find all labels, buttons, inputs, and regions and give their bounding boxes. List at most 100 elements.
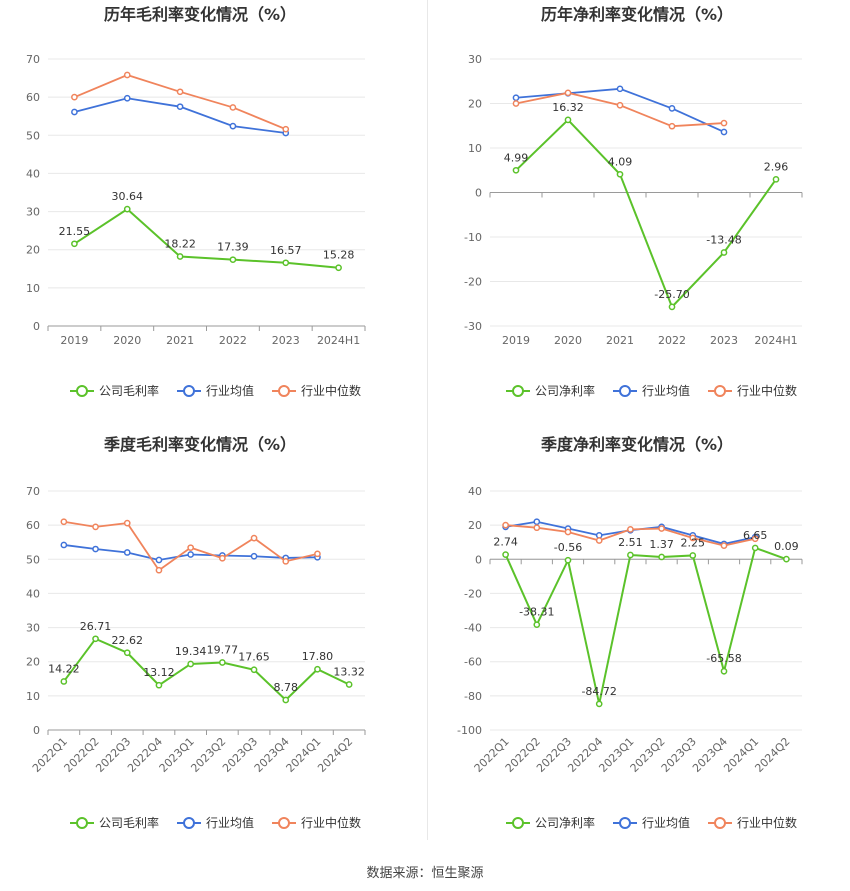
y-tick-label: 0 bbox=[33, 320, 40, 333]
data-label: 6.65 bbox=[743, 529, 768, 542]
y-tick-label: 0 bbox=[475, 553, 482, 566]
chart-title: 历年净利率变化情况（%） bbox=[541, 5, 733, 24]
x-tick-label: 2023 bbox=[272, 334, 300, 347]
chart-annual-net-margin: 历年净利率变化情况（%） -30 -20 -10 0 10 20 30 2019 2020 2021… bbox=[427, 0, 850, 420]
data-point-median bbox=[512, 100, 520, 107]
data-label: 30.64 bbox=[112, 190, 144, 203]
series-line-company bbox=[515, 118, 777, 309]
legend-label: 行业均值 bbox=[642, 815, 690, 830]
data-label: 26.71 bbox=[80, 620, 112, 633]
legend-label: 行业中位数 bbox=[301, 383, 361, 398]
x-tick-label: 2020 bbox=[113, 334, 141, 347]
data-point-median bbox=[314, 550, 321, 558]
data-point-median bbox=[187, 544, 194, 552]
legend-item-median: 行业中位数 bbox=[272, 815, 361, 830]
legend-marker bbox=[619, 385, 631, 397]
data-label: 15.28 bbox=[323, 249, 355, 262]
y-tick-label: -60 bbox=[464, 656, 482, 669]
y-tick-label: 30 bbox=[26, 622, 40, 635]
data-point-median bbox=[720, 542, 728, 549]
chart-svg: 季度毛利率变化情况（%）0102030405060702022Q12022Q22… bbox=[26, 435, 366, 830]
y-tick-label: 0 bbox=[475, 187, 482, 200]
data-label: 16.32 bbox=[552, 101, 584, 114]
legend-label: 行业均值 bbox=[642, 383, 690, 398]
series-line-company bbox=[504, 546, 787, 705]
legend-label: 行业中位数 bbox=[737, 383, 797, 398]
data-point-median bbox=[502, 521, 509, 529]
y-tick-label: -20 bbox=[464, 587, 482, 600]
chart-svg: 历年毛利率变化情况（%） 0 10 20 30 40 50 60 70 2019 2020 2021 2… bbox=[26, 5, 366, 398]
chart-svg: 季度净利率变化情况（%）-100-80-60-40-20020402022Q12… bbox=[457, 435, 803, 830]
y-tick-label: -100 bbox=[457, 724, 482, 737]
data-label: 19.77 bbox=[207, 643, 239, 656]
legend-item-median: 行业中位数 bbox=[272, 383, 361, 398]
y-tick-label: 10 bbox=[468, 142, 482, 155]
data-label: 18.22 bbox=[164, 238, 196, 251]
data-point-avg bbox=[512, 94, 520, 102]
series-line-median bbox=[515, 91, 725, 128]
data-point-median bbox=[71, 93, 78, 101]
data-label: 1.37 bbox=[649, 538, 674, 551]
x-tick-label: 2020 bbox=[554, 334, 582, 347]
data-point-median bbox=[751, 535, 759, 543]
data-point-median bbox=[689, 534, 697, 542]
chart-title: 季度毛利率变化情况（%） bbox=[103, 435, 296, 454]
data-point-median bbox=[176, 88, 184, 96]
legend-label: 行业均值 bbox=[206, 383, 254, 398]
legend-item-avg: 行业均值 bbox=[613, 383, 690, 398]
series-line-company bbox=[73, 207, 339, 269]
data-point-company bbox=[751, 544, 759, 552]
data-point-median bbox=[720, 119, 728, 127]
data-point-company bbox=[187, 660, 194, 668]
data-point-avg bbox=[616, 85, 624, 93]
data-point-company bbox=[250, 666, 258, 674]
legend-label: 公司净利率 bbox=[535, 383, 595, 398]
y-tick-label: 60 bbox=[26, 519, 40, 532]
data-point-avg bbox=[155, 556, 163, 564]
legend-marker bbox=[76, 385, 88, 397]
legend-marker bbox=[183, 385, 195, 397]
data-point-company bbox=[92, 635, 99, 643]
data-point-company bbox=[123, 205, 131, 213]
legend-item-company: 公司净利率 bbox=[506, 815, 595, 830]
data-source-note: 数据来源：恒生聚源 bbox=[366, 866, 484, 881]
data-point-median bbox=[627, 526, 634, 533]
data-label: -25.70 bbox=[654, 288, 689, 301]
y-tick-label: 30 bbox=[26, 206, 40, 219]
data-point-company bbox=[658, 553, 665, 561]
data-point-company bbox=[345, 681, 353, 688]
legend-item-company: 公司毛利率 bbox=[70, 815, 159, 830]
data-point-median bbox=[658, 525, 665, 532]
data-point-avg bbox=[123, 549, 131, 556]
data-point-median bbox=[668, 122, 676, 130]
data-point-company bbox=[176, 253, 184, 260]
y-tick-label: 50 bbox=[26, 129, 40, 142]
data-point-company bbox=[564, 116, 572, 124]
y-tick-label: 40 bbox=[26, 587, 40, 600]
data-label: 2.74 bbox=[493, 536, 517, 549]
data-point-company bbox=[155, 681, 163, 689]
data-point-company bbox=[314, 665, 321, 673]
x-tick-label: 2024Q2 bbox=[315, 735, 355, 775]
data-point-median bbox=[219, 554, 226, 562]
y-tick-label: 40 bbox=[26, 167, 40, 180]
y-tick-label: 20 bbox=[26, 656, 40, 669]
data-point-median bbox=[564, 89, 572, 97]
legend-label: 行业中位数 bbox=[737, 815, 797, 830]
data-point-median bbox=[250, 534, 258, 542]
data-label: 4.99 bbox=[504, 151, 529, 164]
data-point-avg bbox=[229, 122, 237, 130]
data-point-avg bbox=[92, 545, 99, 553]
data-label: 22.62 bbox=[112, 634, 144, 647]
data-point-median bbox=[123, 519, 131, 527]
data-label: 17.80 bbox=[302, 650, 334, 663]
data-point-avg bbox=[533, 518, 541, 526]
legend-item-avg: 行业均值 bbox=[613, 815, 690, 830]
data-point-company bbox=[616, 170, 624, 178]
data-point-median bbox=[155, 566, 163, 574]
data-point-company bbox=[595, 700, 603, 708]
legend-item-company: 公司净利率 bbox=[506, 383, 595, 398]
data-point-median bbox=[60, 518, 68, 526]
legend-label: 公司净利率 bbox=[535, 815, 595, 830]
data-label: 2.51 bbox=[618, 536, 643, 549]
